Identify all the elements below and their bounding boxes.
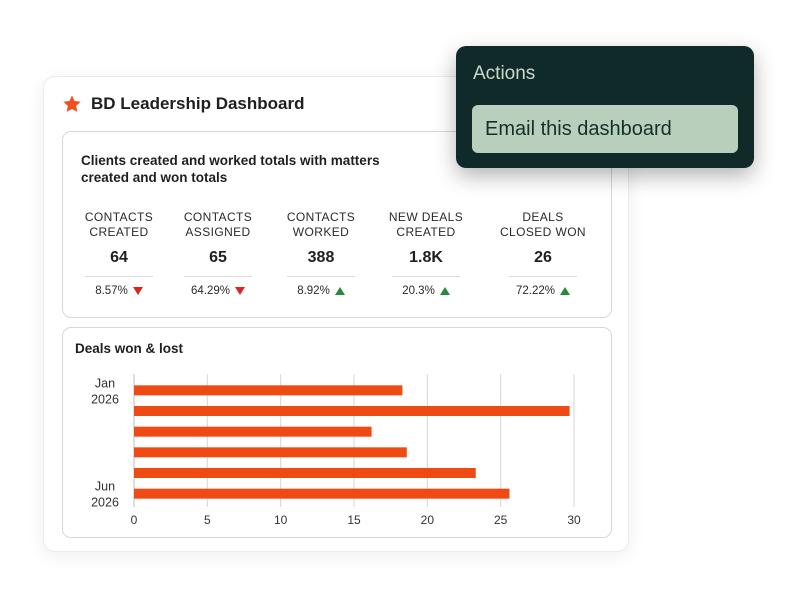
- x-tick-label: 5: [204, 513, 211, 527]
- kpi-value: 65: [209, 249, 227, 266]
- kpi-panel-title: Clients created and worked totals with m…: [81, 153, 380, 185]
- trend-down-icon: [132, 287, 143, 295]
- x-tick-label: 20: [421, 513, 435, 527]
- kpi-change: 64.29%: [168, 285, 268, 297]
- actions-popup-title: Actions: [473, 63, 536, 84]
- bar-6: [134, 488, 510, 499]
- y-tick-label: 2026: [91, 392, 119, 406]
- kpi-label-line: DEALS: [522, 210, 564, 224]
- kpi-label-line: CONTACTS: [183, 210, 253, 224]
- kpi-label-line: CONTACTS: [84, 210, 154, 224]
- kpi-change-value: 8.57%: [95, 285, 128, 297]
- kpi-change-value: 64.29%: [190, 285, 230, 297]
- kpi-change: 8.92%: [271, 285, 371, 297]
- kpi-change-value: 8.92%: [297, 285, 330, 297]
- bar-4: [134, 447, 407, 458]
- kpi-new-deals-created: NEW DEALS CREATED 1.8K 20.3%: [376, 210, 476, 297]
- actions-popup: Actions Email this dashboard: [456, 46, 754, 168]
- trend-down-icon: [235, 287, 245, 295]
- x-tick-label: 10: [274, 513, 288, 527]
- kpi-label-line: ASSIGNED: [185, 225, 251, 239]
- kpi-label-line: CONTACTS: [286, 210, 356, 224]
- kpi-label-line: WORKED: [292, 225, 350, 239]
- deals-chart-panel: Deals won & lost 0 5 10 15 20 25 30 Jan 2026 Jun 2…: [62, 327, 612, 538]
- x-tick-label: 15: [347, 513, 361, 527]
- kpi-label: CONTACTS WORKED: [271, 210, 371, 242]
- deals-bar-chart: 0 5 10 15 20 25 30 Jan 2026 Jun 2026: [91, 374, 581, 527]
- trend-up-icon: [560, 287, 570, 295]
- star-icon[interactable]: [62, 94, 82, 114]
- x-tick-label: 0: [131, 513, 138, 527]
- kpi-divider: [184, 276, 252, 277]
- kpi-value: 388: [307, 249, 335, 266]
- bar-1: [134, 385, 403, 396]
- kpi-divider: [85, 276, 153, 277]
- kpi-label: CONTACTS ASSIGNED: [168, 210, 268, 242]
- kpi-label: CONTACTS CREATED: [69, 210, 169, 242]
- kpi-contacts-worked: CONTACTS WORKED 388 8.92%: [271, 210, 371, 297]
- email-dashboard-button[interactable]: Email this dashboard: [472, 105, 738, 153]
- kpi-label-line: NEW DEALS: [388, 210, 464, 224]
- kpi-change: 8.57%: [69, 285, 169, 297]
- y-tick-label: 2026: [91, 496, 119, 510]
- kpi-label: NEW DEALS CREATED: [376, 210, 476, 242]
- kpi-divider: [392, 276, 460, 277]
- x-tick-label: 25: [494, 513, 508, 527]
- bar-2: [134, 406, 570, 416]
- kpi-divider: [287, 276, 355, 277]
- kpi-contacts-created: CONTACTS CREATED 64 8.57%: [69, 210, 169, 297]
- kpi-change: 20.3%: [376, 285, 476, 297]
- kpi-label: DEALS CLOSED WON: [493, 210, 593, 242]
- kpi-value: 64: [110, 249, 128, 266]
- y-tick-label: Jan: [95, 376, 115, 390]
- trend-up-icon: [439, 287, 450, 295]
- chart-title: Deals won & lost: [75, 341, 184, 356]
- kpi-contacts-assigned: CONTACTS ASSIGNED 65 64.29%: [168, 210, 268, 297]
- x-tick-label: 30: [567, 513, 581, 527]
- kpi-change-value: 20.3%: [402, 285, 435, 297]
- bar-3: [134, 426, 372, 437]
- kpi-deals-closed-won: DEALS CLOSED WON 26 72.22%: [493, 210, 593, 297]
- kpi-divider: [509, 276, 577, 277]
- kpi-change: 72.22%: [493, 285, 593, 297]
- dashboard-header: BD Leadership Dashboard: [62, 94, 305, 114]
- kpi-label-line: CREATED: [396, 225, 456, 239]
- bar-5: [134, 468, 476, 478]
- dashboard-title: BD Leadership Dashboard: [91, 94, 305, 113]
- kpi-change-value: 72.22%: [515, 285, 555, 297]
- kpi-label-line: CREATED: [89, 225, 149, 239]
- kpi-value: 26: [534, 249, 552, 266]
- kpi-value: 1.8K: [409, 249, 443, 266]
- kpi-label-line: CLOSED WON: [499, 225, 586, 239]
- y-tick-label: Jun: [95, 480, 115, 494]
- trend-up-icon: [334, 287, 345, 295]
